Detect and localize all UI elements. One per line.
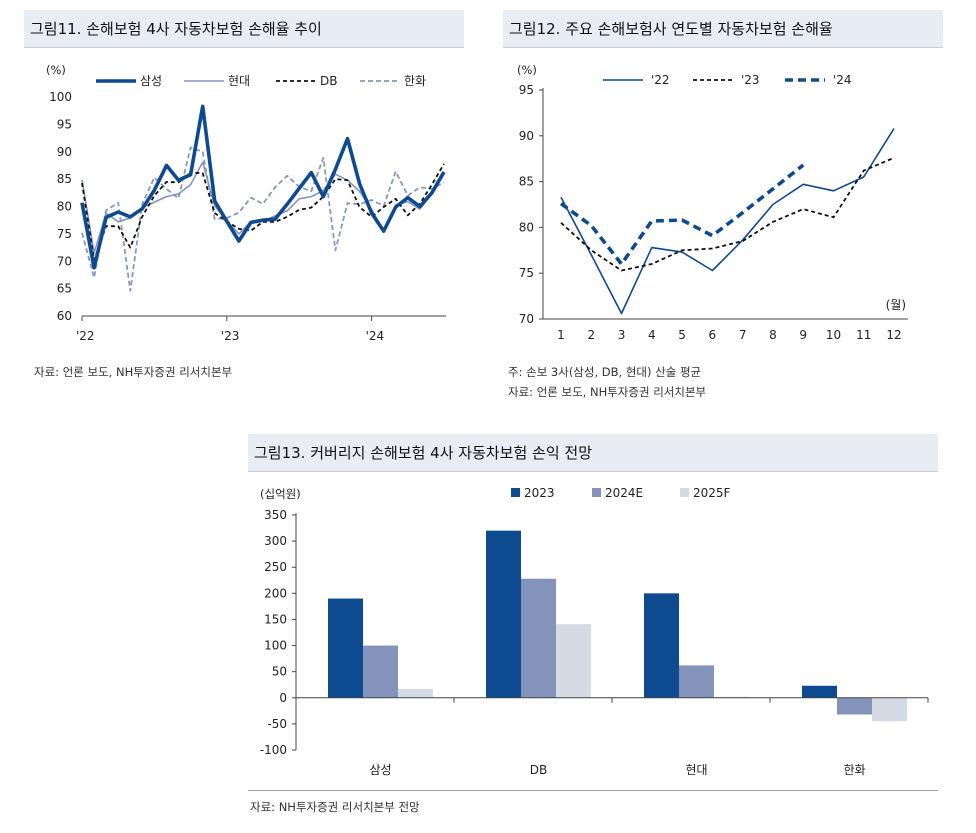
fig13-y-tick-label: 300 [264,534,287,548]
fig13-bar-삼성-2025F [398,688,433,698]
fig13-bar-DB-2024E [521,578,556,698]
fig12-source: 자료: 언론 보도, NH투자증권 리서치본부 [508,385,707,399]
fig12-legend-label: '24 [833,73,852,87]
fig11-y-tick-label: 85 [57,172,72,186]
fig11-y-unit: (%) [46,63,66,77]
fig12-x-tick-label: 10 [826,328,841,342]
fig11-legend-label: 현대 [228,74,250,88]
fig11-series-line-현대 [81,161,445,254]
fig13-category-label: 삼성 [369,763,391,777]
fig13-legend-label: 2025F [693,486,731,500]
fig11-legend-label: 한화 [404,74,426,88]
fig13-y-unit: (십억원) [260,487,301,501]
fig13-legend-swatch [680,488,689,497]
fig13-title: 그림13. 커버리지 손해보험 4사 자동차보험 손익 전망 [248,434,938,472]
fig13-y-tick-label: -100 [260,743,287,757]
fig13-y-tick-label: -50 [267,717,287,731]
fig12-x-tick-label: 6 [709,328,717,342]
fig11-y-tick-label: 65 [57,282,72,296]
fig13-legend-label: 2024E [605,486,643,500]
fig11-source: 자료: 언론 보도, NH투자증권 리서치본부 [34,365,233,379]
fig12-y-tick-label: 80 [519,220,534,234]
fig13-category-label: 현대 [685,763,707,777]
fig13-bar-현대-2023 [644,593,679,698]
fig12-x-tick-label: 12 [886,328,901,342]
fig11-legend-label: 삼성 [140,74,162,88]
fig13-chart: (십억원) -100 -50 0 50 100 150 200 250 300 350 삼성 DB 현대 한… [260,486,929,777]
fig12-x-tick-label: 11 [856,328,871,342]
fig12-x-tick-label: 3 [618,328,626,342]
fig11-y-tick-label: 60 [57,309,72,323]
fig12-x-tick-label: 9 [799,328,807,342]
fig13-bar-삼성-2023 [328,598,363,698]
fig11-y-tick-label: 95 [57,117,72,131]
fig11-x-tick-label: '23 [221,329,240,343]
fig11-y-tick-label: 70 [57,254,72,268]
fig12-x-tick-label: 2 [587,328,595,342]
fig13-category-label: DB [530,763,547,777]
fig12-y-tick-label: 75 [519,266,534,280]
fig13-category-label: 한화 [843,763,865,777]
fig12-y-tick-label: 70 [519,312,534,326]
fig11-y-tick-label: 90 [57,145,72,159]
fig11-y-tick-label: 75 [57,227,72,241]
fig11-title: 그림11. 손해보험 4사 자동차보험 손해율 추이 [24,10,464,48]
fig13-bar-현대-2025F [714,696,749,698]
fig12-x-tick-label: 4 [648,328,656,342]
fig12-legend-label: '23 [741,73,760,87]
fig13-legend-swatch [511,488,520,497]
fig11-series-line-삼성 [80,104,446,270]
fig12-series-line-'23 [560,156,895,272]
fig12-note: 주: 손보 3사(삼성, DB, 현대) 산술 평균 [508,365,702,379]
fig12-y-tick-label: 95 [519,83,534,97]
fig11-y-tick-label: 80 [57,200,72,214]
fig12-x-tick-label: 7 [739,328,747,342]
fig11-chart: (%) 60 65 70 75 80 85 90 95 100 '22 '23 '24 삼성 현대 DB 한화 [46,63,446,343]
fig13-y-tick-label: 0 [279,691,287,705]
fig13-y-tick-label: 250 [264,560,287,574]
fig11-y-tick-label: 100 [49,90,72,104]
fig13-bar-DB-2025F [556,624,591,698]
fig13-bar-삼성-2024E [363,645,398,698]
fig13-legend-label: 2023 [524,486,555,500]
fig13-bar-한화-2025F [872,697,907,722]
fig13-y-tick-label: 50 [272,665,287,679]
fig13-y-tick-label: 100 [264,639,287,653]
fig12-x-unit: (월) [886,298,906,312]
fig13-bar-현대-2024E [679,665,714,698]
fig13-legend-swatch [592,488,601,497]
fig13-bar-한화-2023 [802,685,837,698]
fig13-y-tick-label: 150 [264,612,287,626]
fig12-y-tick-label: 85 [519,175,534,189]
fig12-x-tick-label: 5 [678,328,686,342]
fig11-x-tick-label: '22 [76,329,95,343]
fig12-y-unit: (%) [517,63,537,77]
fig12-series-line-'24 [559,163,805,266]
fig13-bottom-rule [248,790,938,791]
fig13-source: 자료: NH투자증권 리서치본부 전망 [250,800,420,814]
fig12-x-tick-label: 1 [557,328,565,342]
fig13-y-tick-label: 200 [264,586,287,600]
fig13-y-tick-label: 350 [264,508,287,522]
fig11-legend-label: DB [320,74,337,88]
fig13-bar-한화-2024E [837,697,872,715]
fig13-bar-DB-2023 [486,530,521,698]
fig12-y-tick-label: 90 [519,129,534,143]
fig12-x-tick-label: 8 [769,328,777,342]
fig12-legend-label: '22 [651,73,670,87]
fig12-series-line-'22 [560,128,895,315]
fig11-x-tick-label: '24 [366,329,385,343]
fig12-title: 그림12. 주요 손해보험사 연도별 자동차보험 손해율 [503,10,943,48]
